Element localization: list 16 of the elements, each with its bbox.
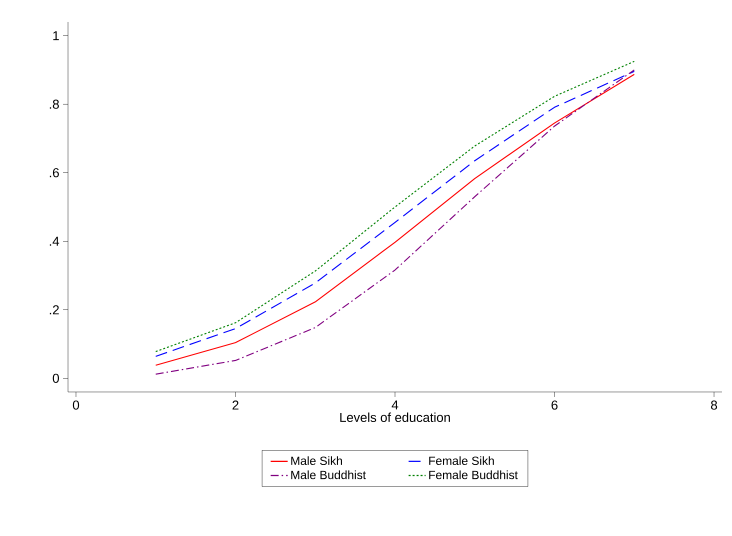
x-tick-label: 0 [72,400,80,410]
x-tick-label: 6 [552,400,558,410]
legend-label: Female Buddhist [429,470,518,480]
x-axis-title: Levels of education [340,412,450,422]
legend-label: Male Buddhist [291,470,366,480]
y-tick-label: .2 [50,305,59,314]
y-tick-label: .6 [50,168,59,178]
legend-label: Female Sikh [429,456,494,466]
y-tick-label: 1 [53,31,59,40]
y-tick-label: 0 [52,374,59,383]
x-tick-label: 8 [710,400,718,410]
x-tick-label: 2 [232,400,238,410]
x-tick-label: 4 [392,400,398,410]
legend-label: Male Sikh [291,456,342,466]
y-tick-label: .4 [50,236,60,246]
y-tick-label: .8 [50,100,59,109]
